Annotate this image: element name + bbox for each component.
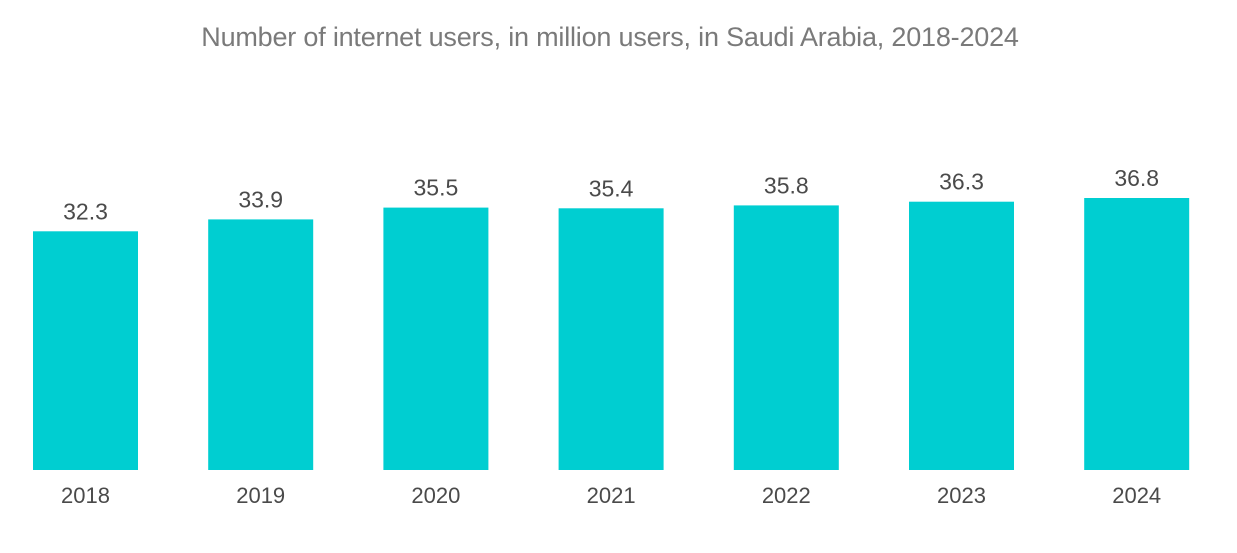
bar-2021 <box>558 208 664 471</box>
x-tick-label-2023: 2023 <box>937 483 986 508</box>
value-label-2020: 35.5 <box>414 175 459 201</box>
value-label-2018: 32.3 <box>63 198 108 224</box>
x-tick-label-2020: 2020 <box>411 483 460 508</box>
x-tick-label-2021: 2021 <box>587 483 636 508</box>
bar-2022 <box>733 205 839 470</box>
bar-2023 <box>909 201 1014 470</box>
value-label-2022: 35.8 <box>764 172 809 198</box>
value-label-2019: 33.9 <box>238 186 283 212</box>
x-axis-tick-labels: 2018 2019 2020 2021 2022 2023 2024 <box>61 483 1161 508</box>
bars-group <box>33 198 1190 471</box>
value-label-2024: 36.8 <box>1114 165 1159 191</box>
x-tick-label-2019: 2019 <box>236 483 285 508</box>
x-tick-label-2018: 2018 <box>61 483 110 508</box>
x-tick-label-2024: 2024 <box>1112 483 1161 508</box>
bar-2019 <box>208 219 314 470</box>
bar-2024 <box>1084 198 1190 470</box>
chart-title: Number of internet users, in million use… <box>201 22 1019 52</box>
value-label-2023: 36.3 <box>939 169 984 195</box>
x-tick-label-2022: 2022 <box>762 483 811 508</box>
value-labels-group: 32.3 33.9 35.5 35.4 35.8 36.3 36.8 <box>63 165 1159 224</box>
bar-2018 <box>33 231 138 470</box>
bar-2020 <box>383 207 489 470</box>
value-label-2021: 35.4 <box>589 175 634 201</box>
